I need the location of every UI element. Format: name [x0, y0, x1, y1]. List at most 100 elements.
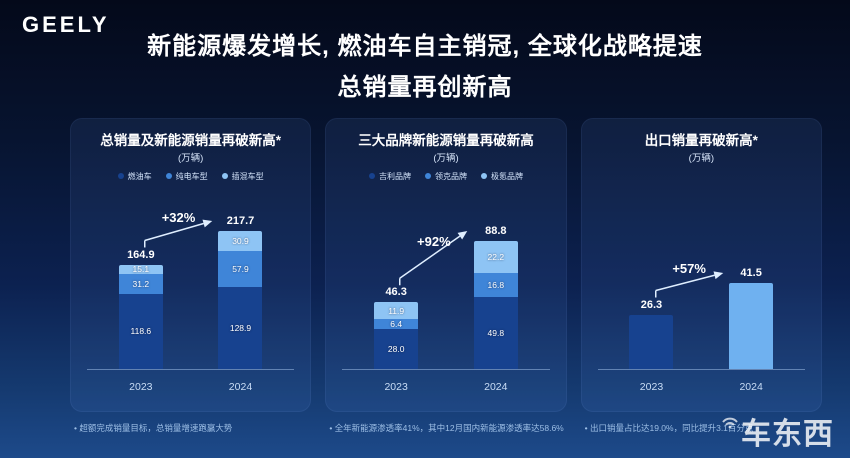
- segment-value-label: 15.1: [132, 264, 150, 275]
- legend-item: 极氪品牌: [480, 171, 523, 182]
- bar-segment: 15.1: [118, 264, 163, 275]
- axis-baseline: [87, 369, 295, 370]
- bar-2024: [729, 283, 774, 369]
- chart-legend: [592, 167, 811, 185]
- legend-dot: [221, 173, 228, 179]
- panel-footnote: • 超额完成销量目标，总销量增速跑赢大势: [74, 423, 233, 433]
- legend-item: 燃油车: [117, 171, 152, 182]
- segment-value-label: 118.6: [130, 326, 152, 337]
- bar-segment: 22.2: [473, 241, 518, 274]
- bar-2024: 49.8 16.8 22.2: [473, 241, 518, 369]
- watermark-text: 车东西: [741, 418, 834, 451]
- bar-group-2023: 46.3 28.0 6.4 11.9: [346, 286, 446, 369]
- bars-row: 46.3 28.0 6.4 11.9 88.8 49.8 16.8 22.2: [346, 225, 545, 369]
- bar-total-label: 26.3: [640, 298, 663, 311]
- bar-chart: +57% 26.3 41.5 2023 2024: [592, 189, 811, 395]
- bar-total-label: 46.3: [385, 286, 407, 299]
- panel-card: 三大品牌新能源销量再破新高 (万辆) 吉利品牌 领克品牌 极氪品牌 +92% 46.…: [325, 118, 567, 412]
- bar-group-2024: 217.7 128.9 57.9 30.9: [191, 215, 291, 369]
- panel-exports: 出口销量再破新高* (万辆) +57% 26.3 41.5 2023 2024 • …: [580, 118, 822, 434]
- panel-title: 总销量及新能源销量再破新高*: [100, 133, 282, 148]
- axis-category-row: 2023 2024: [346, 381, 545, 393]
- bar-segment: 118.6: [118, 293, 163, 369]
- bar-segment: [729, 283, 774, 369]
- panel-card: 出口销量再破新高* (万辆) +57% 26.3 41.5 2023 2024: [580, 118, 822, 412]
- bar-total-label: 217.7: [226, 215, 255, 228]
- axis-category-label: 2023: [384, 381, 408, 393]
- bars-row: 26.3 41.5: [602, 267, 801, 369]
- legend-item: 纯电车型: [165, 171, 208, 182]
- axis-baseline: [597, 369, 805, 370]
- chart-legend: 燃油车 纯电车型 插混车型: [81, 167, 300, 185]
- legend-item: 吉利品牌: [368, 171, 411, 182]
- bar-group-2023: 26.3: [602, 298, 702, 369]
- panel-card: 总销量及新能源销量再破新高* (万辆) 燃油车 纯电车型 插混车型 +32% 164…: [70, 118, 312, 412]
- growth-label: +92%: [417, 233, 451, 249]
- bar-total-label: 164.9: [127, 248, 155, 261]
- legend-dot: [165, 173, 172, 179]
- bar-group-2024: 88.8 49.8 16.8 22.2: [446, 225, 546, 369]
- panel-nev-brands: 三大品牌新能源销量再破新高 (万辆) 吉利品牌 领克品牌 极氪品牌 +92% 46.…: [325, 118, 567, 434]
- segment-value-label: 49.8: [487, 328, 505, 339]
- bar-segment: 128.9: [218, 287, 263, 369]
- bar-group-2024: 41.5: [701, 267, 801, 369]
- panel-footnote: • 全年新能源渗透率41%，其中12月国内新能源渗透率达58.6%: [329, 423, 564, 433]
- bar-segment: 49.8: [473, 297, 518, 369]
- segment-value-label: 30.9: [232, 235, 249, 246]
- legend-label: 纯电车型: [175, 171, 208, 181]
- bar-segment: 28.0: [374, 328, 419, 369]
- bar-segment: 57.9: [218, 250, 263, 288]
- growth-label: +32%: [161, 209, 196, 225]
- segment-value-label: 22.2: [487, 252, 505, 263]
- legend-dot: [117, 173, 124, 179]
- panel-total-sales: 总销量及新能源销量再破新高* (万辆) 燃油车 纯电车型 插混车型 +32% 164…: [70, 118, 312, 434]
- axis-category-label: 2024: [484, 381, 508, 393]
- segment-value-label: 28.0: [387, 343, 405, 354]
- segment-value-label: 57.9: [232, 263, 249, 274]
- legend-label: 燃油车: [127, 171, 152, 181]
- bar-segment: [629, 314, 674, 369]
- axis-category-label: 2023: [129, 381, 153, 393]
- panel-unit-label: (万辆): [178, 153, 204, 164]
- axis-category-row: 2023 2024: [91, 381, 290, 393]
- chart-legend: 吉利品牌 领克品牌 极氪品牌: [336, 167, 555, 185]
- legend-label: 领克品牌: [434, 171, 467, 181]
- bar-total-label: 41.5: [740, 267, 762, 279]
- geely-logo: GEELY: [22, 12, 110, 37]
- watermark: 车东西: [721, 414, 834, 450]
- slide-title-line1: 新能源爆发增长, 燃油车自主销冠, 全球化战略提速: [147, 33, 703, 60]
- stacked-bar-chart: +92% 46.3 28.0 6.4 11.9 88.8 49.8 16.8 22.2 202…: [336, 189, 555, 395]
- segment-value-label: 16.8: [487, 280, 505, 291]
- stacked-bar-chart: +32% 164.9 118.6 31.2 15.1 217.7 128.9 57.9 30.…: [81, 189, 300, 395]
- axis-category-label: 2023: [639, 381, 664, 393]
- legend-dot: [424, 173, 431, 179]
- bar-2024: 128.9 57.9 30.9: [218, 231, 263, 369]
- panel-title: 三大品牌新能源销量再破新高: [358, 133, 534, 148]
- bar-segment: 31.2: [118, 274, 163, 294]
- segment-value-label: 128.9: [229, 323, 252, 334]
- legend-label: 吉利品牌: [378, 171, 411, 181]
- legend-dot: [368, 173, 375, 179]
- wifi-icon: [722, 417, 738, 428]
- panel-unit-label: (万辆): [433, 153, 459, 164]
- bars-row: 164.9 118.6 31.2 15.1 217.7 128.9 57.9 30.9: [91, 215, 290, 369]
- bar-segment: 6.4: [374, 319, 419, 330]
- segment-value-label: 31.2: [132, 278, 150, 289]
- legend-item: 插混车型: [221, 171, 264, 182]
- axis-baseline: [342, 369, 550, 370]
- segment-value-label: 6.4: [390, 319, 403, 330]
- bar-total-label: 88.8: [485, 225, 507, 238]
- bar-segment: 11.9: [374, 302, 419, 320]
- growth-label: +57%: [672, 260, 706, 276]
- panel-footnote: • 出口销量占比达19.0%，同比提升3.1百分点: [584, 423, 754, 433]
- legend-dot: [480, 173, 487, 179]
- slide-title: 新能源爆发增长, 燃油车自主销冠, 全球化战略提速 总销量再创新高: [0, 0, 850, 108]
- bar-segment: 16.8: [473, 273, 518, 298]
- legend-label: 极氪品牌: [490, 171, 523, 181]
- axis-category-row: 2023 2024: [602, 381, 801, 393]
- bar-2023: 118.6 31.2 15.1: [118, 264, 163, 369]
- bar-segment: 30.9: [218, 231, 263, 251]
- bar-group-2023: 164.9 118.6 31.2 15.1: [91, 248, 191, 369]
- segment-value-label: 11.9: [388, 305, 405, 316]
- bar-2023: 28.0 6.4 11.9: [374, 302, 419, 369]
